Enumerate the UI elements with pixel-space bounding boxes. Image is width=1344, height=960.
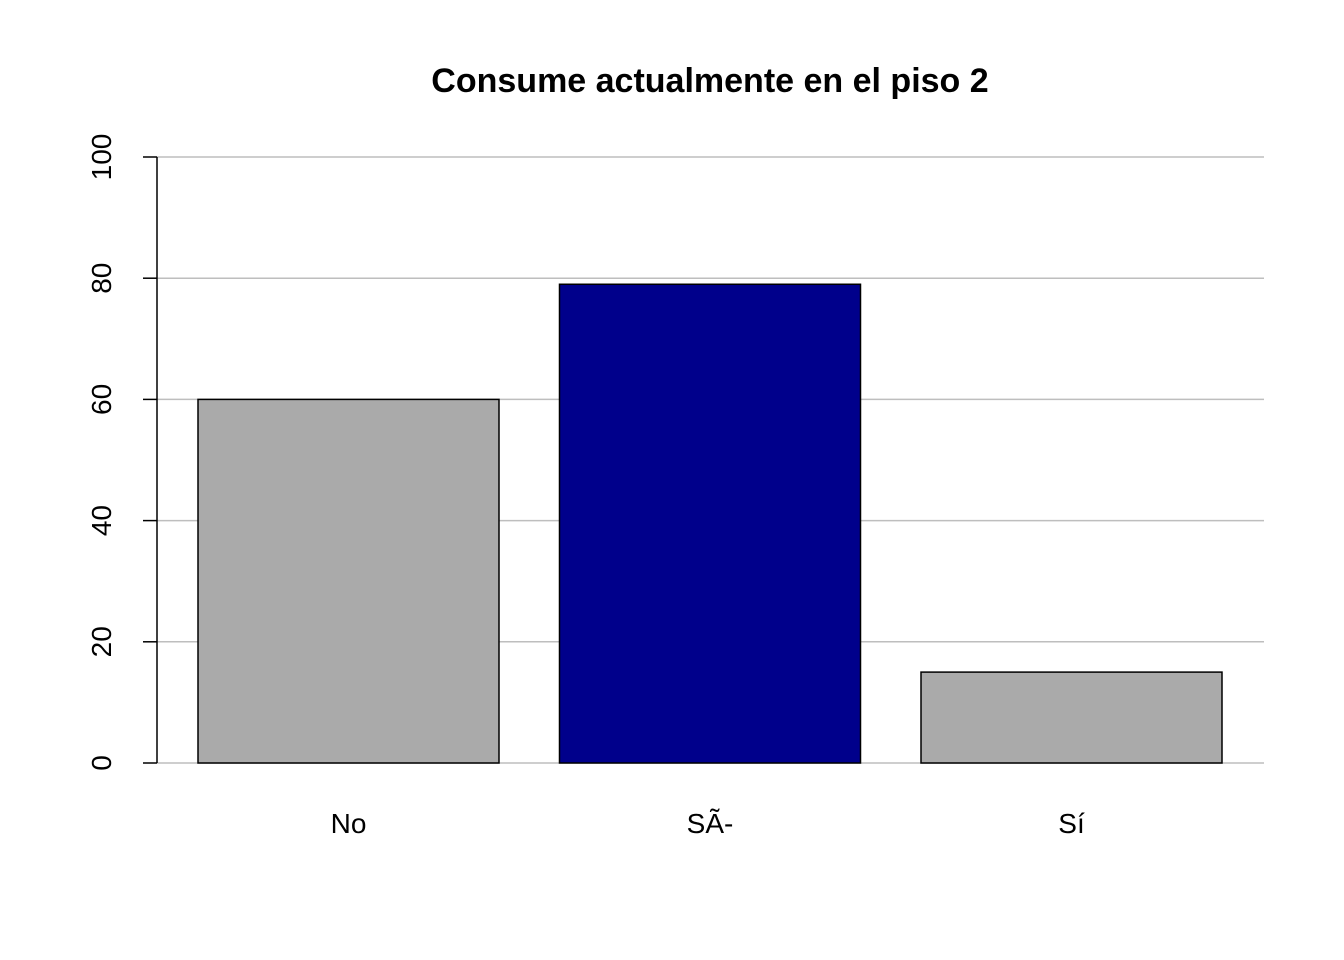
x-axis-labels: No SÃ- Sí <box>331 808 1085 839</box>
bars <box>197 283 1223 764</box>
y-tick-label: 60 <box>86 384 117 415</box>
y-tick-label: 40 <box>86 505 117 536</box>
y-tick-label: 0 <box>86 755 117 771</box>
chart-title: Consume actualmente en el piso 2 <box>431 62 988 100</box>
y-tick-label: 100 <box>86 134 117 181</box>
bar-2 <box>920 671 1223 764</box>
category-label: No <box>331 808 367 839</box>
y-tick-label: 20 <box>86 626 117 657</box>
bar-0 <box>197 398 500 764</box>
y-axis: 0 20 40 60 80 100 <box>86 134 158 771</box>
category-label: Sí <box>1058 808 1085 839</box>
bar-1 <box>558 283 862 764</box>
y-tick-label: 80 <box>86 263 117 294</box>
category-label: SÃ- <box>687 808 734 839</box>
